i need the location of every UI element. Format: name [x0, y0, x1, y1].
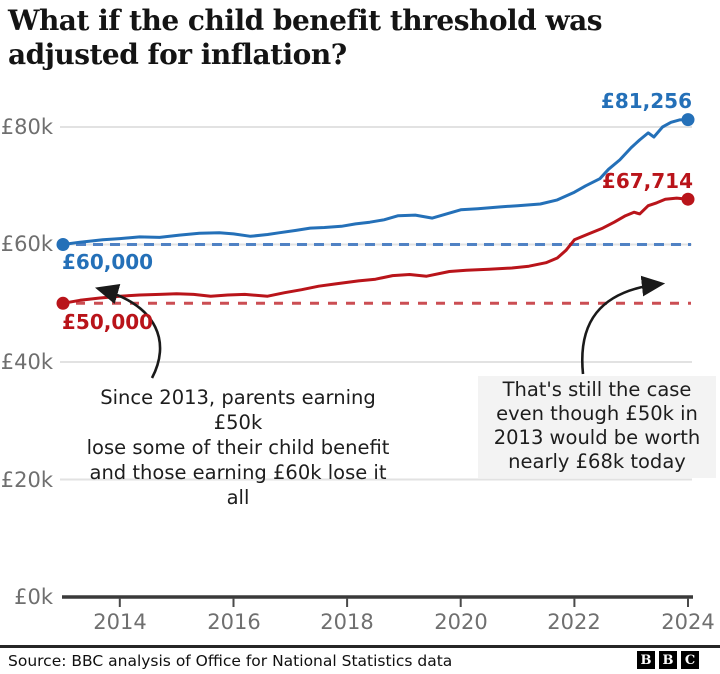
y-tick-60k: £60k [0, 232, 53, 256]
bbc-logo-block-b2: B [659, 651, 677, 669]
label-60k-start: £60,000 [62, 250, 154, 274]
dot-60k-end [681, 113, 695, 127]
bbc-logo-block-c: C [681, 651, 699, 669]
footer-divider [0, 645, 720, 648]
bbc-logo-block-b1: B [637, 651, 655, 669]
annotation-right-line4: nearly £68k today [508, 450, 686, 473]
dot-60k-start [56, 238, 70, 251]
dot-50k-end [681, 192, 695, 206]
source-text: Source: BBC analysis of Office for Natio… [8, 652, 453, 670]
annotation-right-line3: 2013 would be worth [493, 426, 701, 449]
x-tick-2020: 2020 [434, 610, 488, 634]
bbc-logo: B B C [637, 651, 699, 669]
annotation-arrow-left [94, 283, 162, 379]
y-tick-20k: £20k [0, 468, 53, 492]
annotation-right-line2: even though £50k in [496, 402, 698, 425]
annotation-arrow-right [580, 275, 666, 375]
line-50k-threshold [61, 196, 690, 305]
x-tick-2024: 2024 [661, 610, 715, 634]
annotation-left-line1: Since 2013, parents earning £50k [100, 386, 376, 434]
annotation-right-line1: That's still the case [502, 378, 692, 401]
line-60k-threshold [61, 118, 690, 246]
annotation-left: Since 2013, parents earning £50k lose so… [77, 385, 399, 510]
chart-title: What if the child benefit threshold was … [8, 4, 708, 72]
label-60k-end: £81,256 [600, 89, 692, 113]
x-tick-2018: 2018 [320, 610, 374, 634]
annotation-right: That's still the case even though £50k i… [478, 376, 716, 478]
y-tick-0k: £0k [14, 585, 53, 609]
y-tick-80k: £80k [0, 115, 53, 139]
x-axis-ticks [118, 598, 689, 607]
annotation-left-line3: and those earning £60k lose it all [89, 461, 387, 509]
chart-title-line1: What if the child benefit threshold was [8, 4, 602, 37]
chart-title-line2: adjusted for inflation? [8, 38, 347, 71]
x-tick-2014: 2014 [93, 610, 147, 634]
x-tick-2022: 2022 [547, 610, 601, 634]
x-tick-2016: 2016 [207, 610, 261, 634]
label-50k-start: £50,000 [62, 310, 154, 334]
annotation-left-line2: lose some of their child benefit [86, 436, 390, 459]
label-50k-end: £67,714 [601, 169, 693, 193]
y-tick-40k: £40k [0, 350, 53, 374]
dot-50k-start [56, 296, 70, 310]
